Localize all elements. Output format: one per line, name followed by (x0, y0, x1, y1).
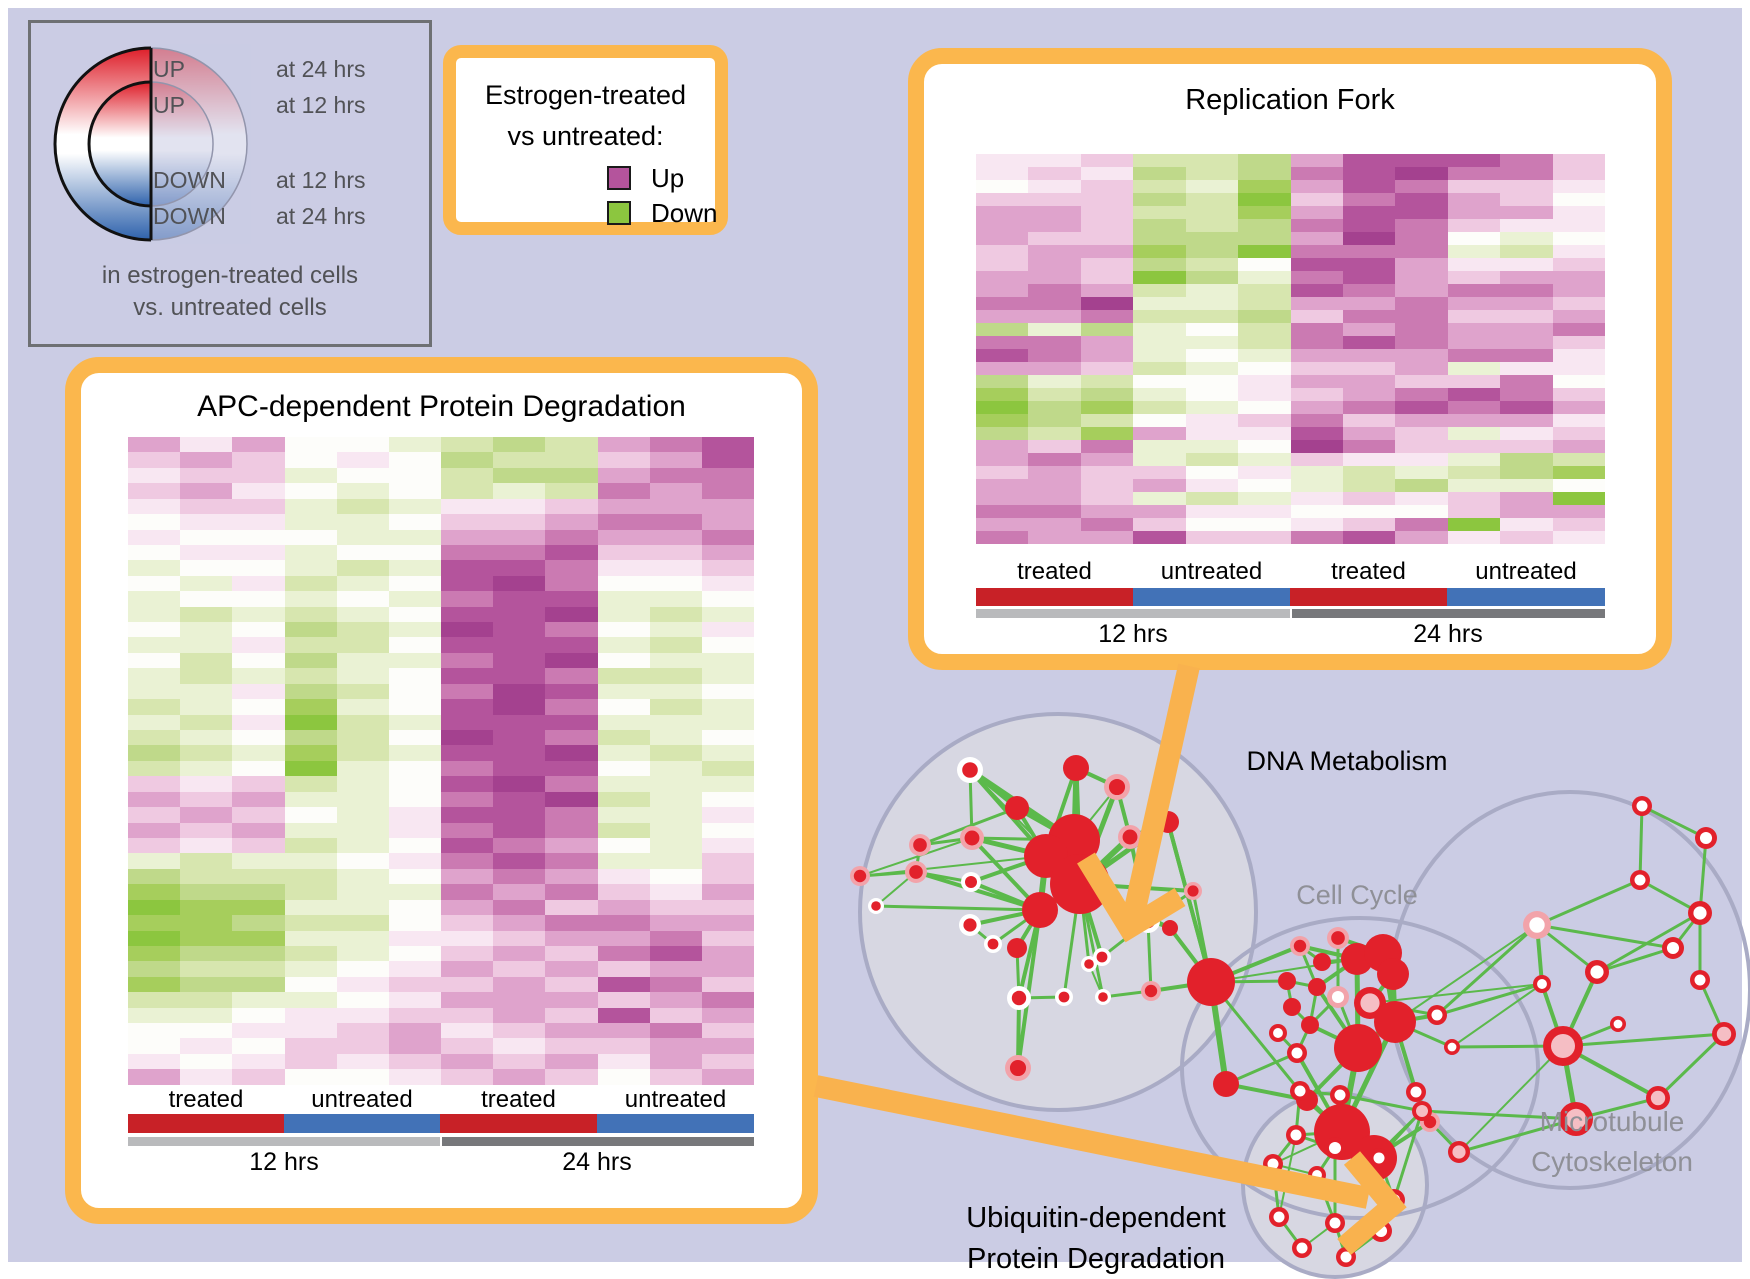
updown-ring-diagram (53, 44, 251, 244)
rf-12hrs-bar (976, 609, 1290, 618)
apc-group-label-3: treated (481, 1086, 556, 1113)
microtubule-label-line1: Microtubule (1539, 1106, 1685, 1137)
ring-dir-up24: UP (153, 56, 185, 82)
up-color-swatch (607, 166, 631, 190)
rf-group-label-3: treated (1331, 558, 1406, 585)
apc-treated-bar-12 (128, 1114, 284, 1133)
ring-dir-down12: DOWN (153, 167, 226, 193)
ubiquitin-label-line2: Protein Degradation (967, 1243, 1225, 1275)
rf-12hrs-label: 12 hrs (1098, 620, 1168, 648)
ring-time-24b: at 24 hrs (276, 203, 366, 229)
apc-24hrs-label: 24 hrs (562, 1148, 632, 1176)
rf-treated-bar-12 (976, 588, 1133, 606)
ubiquitin-label-line1: Ubiquitin-dependent (966, 1202, 1226, 1234)
rf-group-label-4: untreated (1475, 558, 1577, 585)
rf-group-label-1: treated (1017, 558, 1092, 585)
ring-time-24: at 24 hrs (276, 56, 366, 82)
updown-legend-title1: Estrogen-treated (484, 80, 687, 110)
ring-time-12b: at 12 hrs (276, 167, 366, 193)
apc-untreated-bar-24 (597, 1114, 754, 1133)
apc-12hrs-label: 12 hrs (249, 1148, 319, 1176)
apc-group-label-4: untreated (624, 1086, 727, 1113)
ring-legend-box (28, 20, 432, 347)
rf-24hrs-bar (1292, 609, 1605, 618)
apc-untreated-bar-12 (284, 1114, 440, 1133)
cell-cycle-label: Cell Cycle (1296, 880, 1418, 910)
apc-heatmap (128, 437, 755, 1085)
apc-24hrs-bar (442, 1137, 754, 1146)
apc-12hrs-bar (128, 1137, 440, 1146)
down-color-swatch (607, 201, 631, 225)
replication-fork-heatmap (976, 154, 1606, 544)
replication-fork-title: Replication Fork (1185, 84, 1395, 116)
up-label: Up (651, 163, 685, 193)
updown-legend-title2: vs untreated: (507, 121, 664, 151)
apc-treated-bar-24 (440, 1114, 597, 1133)
ring-time-12: at 12 hrs (276, 92, 366, 118)
ring-dir-down24: DOWN (153, 203, 226, 229)
ring-caption-line1: in estrogen-treated cells (101, 262, 359, 289)
microtubule-label-line2: Cytoskeleton (1531, 1146, 1693, 1177)
apc-group-label-1: treated (168, 1086, 244, 1113)
dna-metabolism-label: DNA Metabolism (1246, 746, 1448, 776)
ring-caption-line2: vs. untreated cells (133, 294, 327, 321)
rf-untreated-bar-12 (1133, 588, 1290, 606)
rf-24hrs-label: 24 hrs (1413, 620, 1483, 648)
apc-title: APC-dependent Protein Degradation (197, 390, 686, 423)
rf-treated-bar-24 (1290, 588, 1447, 606)
down-label: Down (651, 198, 718, 228)
updown-legend-box (443, 45, 728, 235)
ring-dir-up12: UP (153, 92, 185, 118)
apc-group-label-2: untreated (311, 1086, 413, 1113)
rf-untreated-bar-24 (1447, 588, 1605, 606)
rf-group-label-2: untreated (1160, 558, 1263, 585)
